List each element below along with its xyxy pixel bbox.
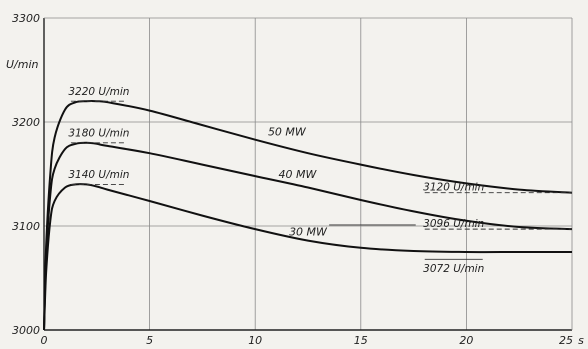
- y-tick-label: 3200: [12, 116, 40, 129]
- series-label: 50 MW: [268, 126, 307, 139]
- x-tick-label: 25: [559, 334, 573, 347]
- peak-annotation: 3140 U/min: [68, 169, 129, 181]
- x-tick-label: 5: [146, 334, 153, 347]
- series-line-30-mw: [43, 183, 572, 331]
- x-tick-label: 15: [354, 334, 368, 347]
- curves: 50 MW 40 MW 30 MW: [43, 100, 573, 331]
- y-axis-label: U/min: [6, 58, 39, 71]
- end-annotation: 3120 U/min: [423, 182, 484, 194]
- peak-annotation: 3220 U/min: [68, 86, 129, 98]
- axes: [43, 17, 573, 331]
- series-line-40-mw: [43, 141, 573, 331]
- end-annotation: 3096 U/min: [423, 218, 484, 230]
- x-axis-unit: s: [578, 334, 584, 347]
- y-tick-label: 3000: [12, 324, 40, 337]
- x-tick-label: 10: [248, 334, 262, 347]
- series-label: 30 MW: [289, 225, 328, 238]
- end-annotation: 3072 U/min: [423, 263, 484, 275]
- y-tick-label: 3300: [12, 12, 40, 25]
- x-tick-label: 20: [459, 334, 473, 347]
- series-label: 40 MW: [279, 168, 318, 181]
- peak-annotation: 3180 U/min: [68, 128, 129, 140]
- y-tick-label: 3100: [12, 220, 40, 233]
- x-tick-label: 0: [41, 334, 48, 347]
- tick-labels: 0 5 10 15 20 25 s 3000 3100 3200 3300 U/min: [6, 12, 584, 347]
- series-line-50-mw: [43, 100, 573, 331]
- annotations: 3220 U/min 3180 U/min 3140 U/min 3120 U/min…: [68, 86, 572, 275]
- grid: [44, 18, 572, 330]
